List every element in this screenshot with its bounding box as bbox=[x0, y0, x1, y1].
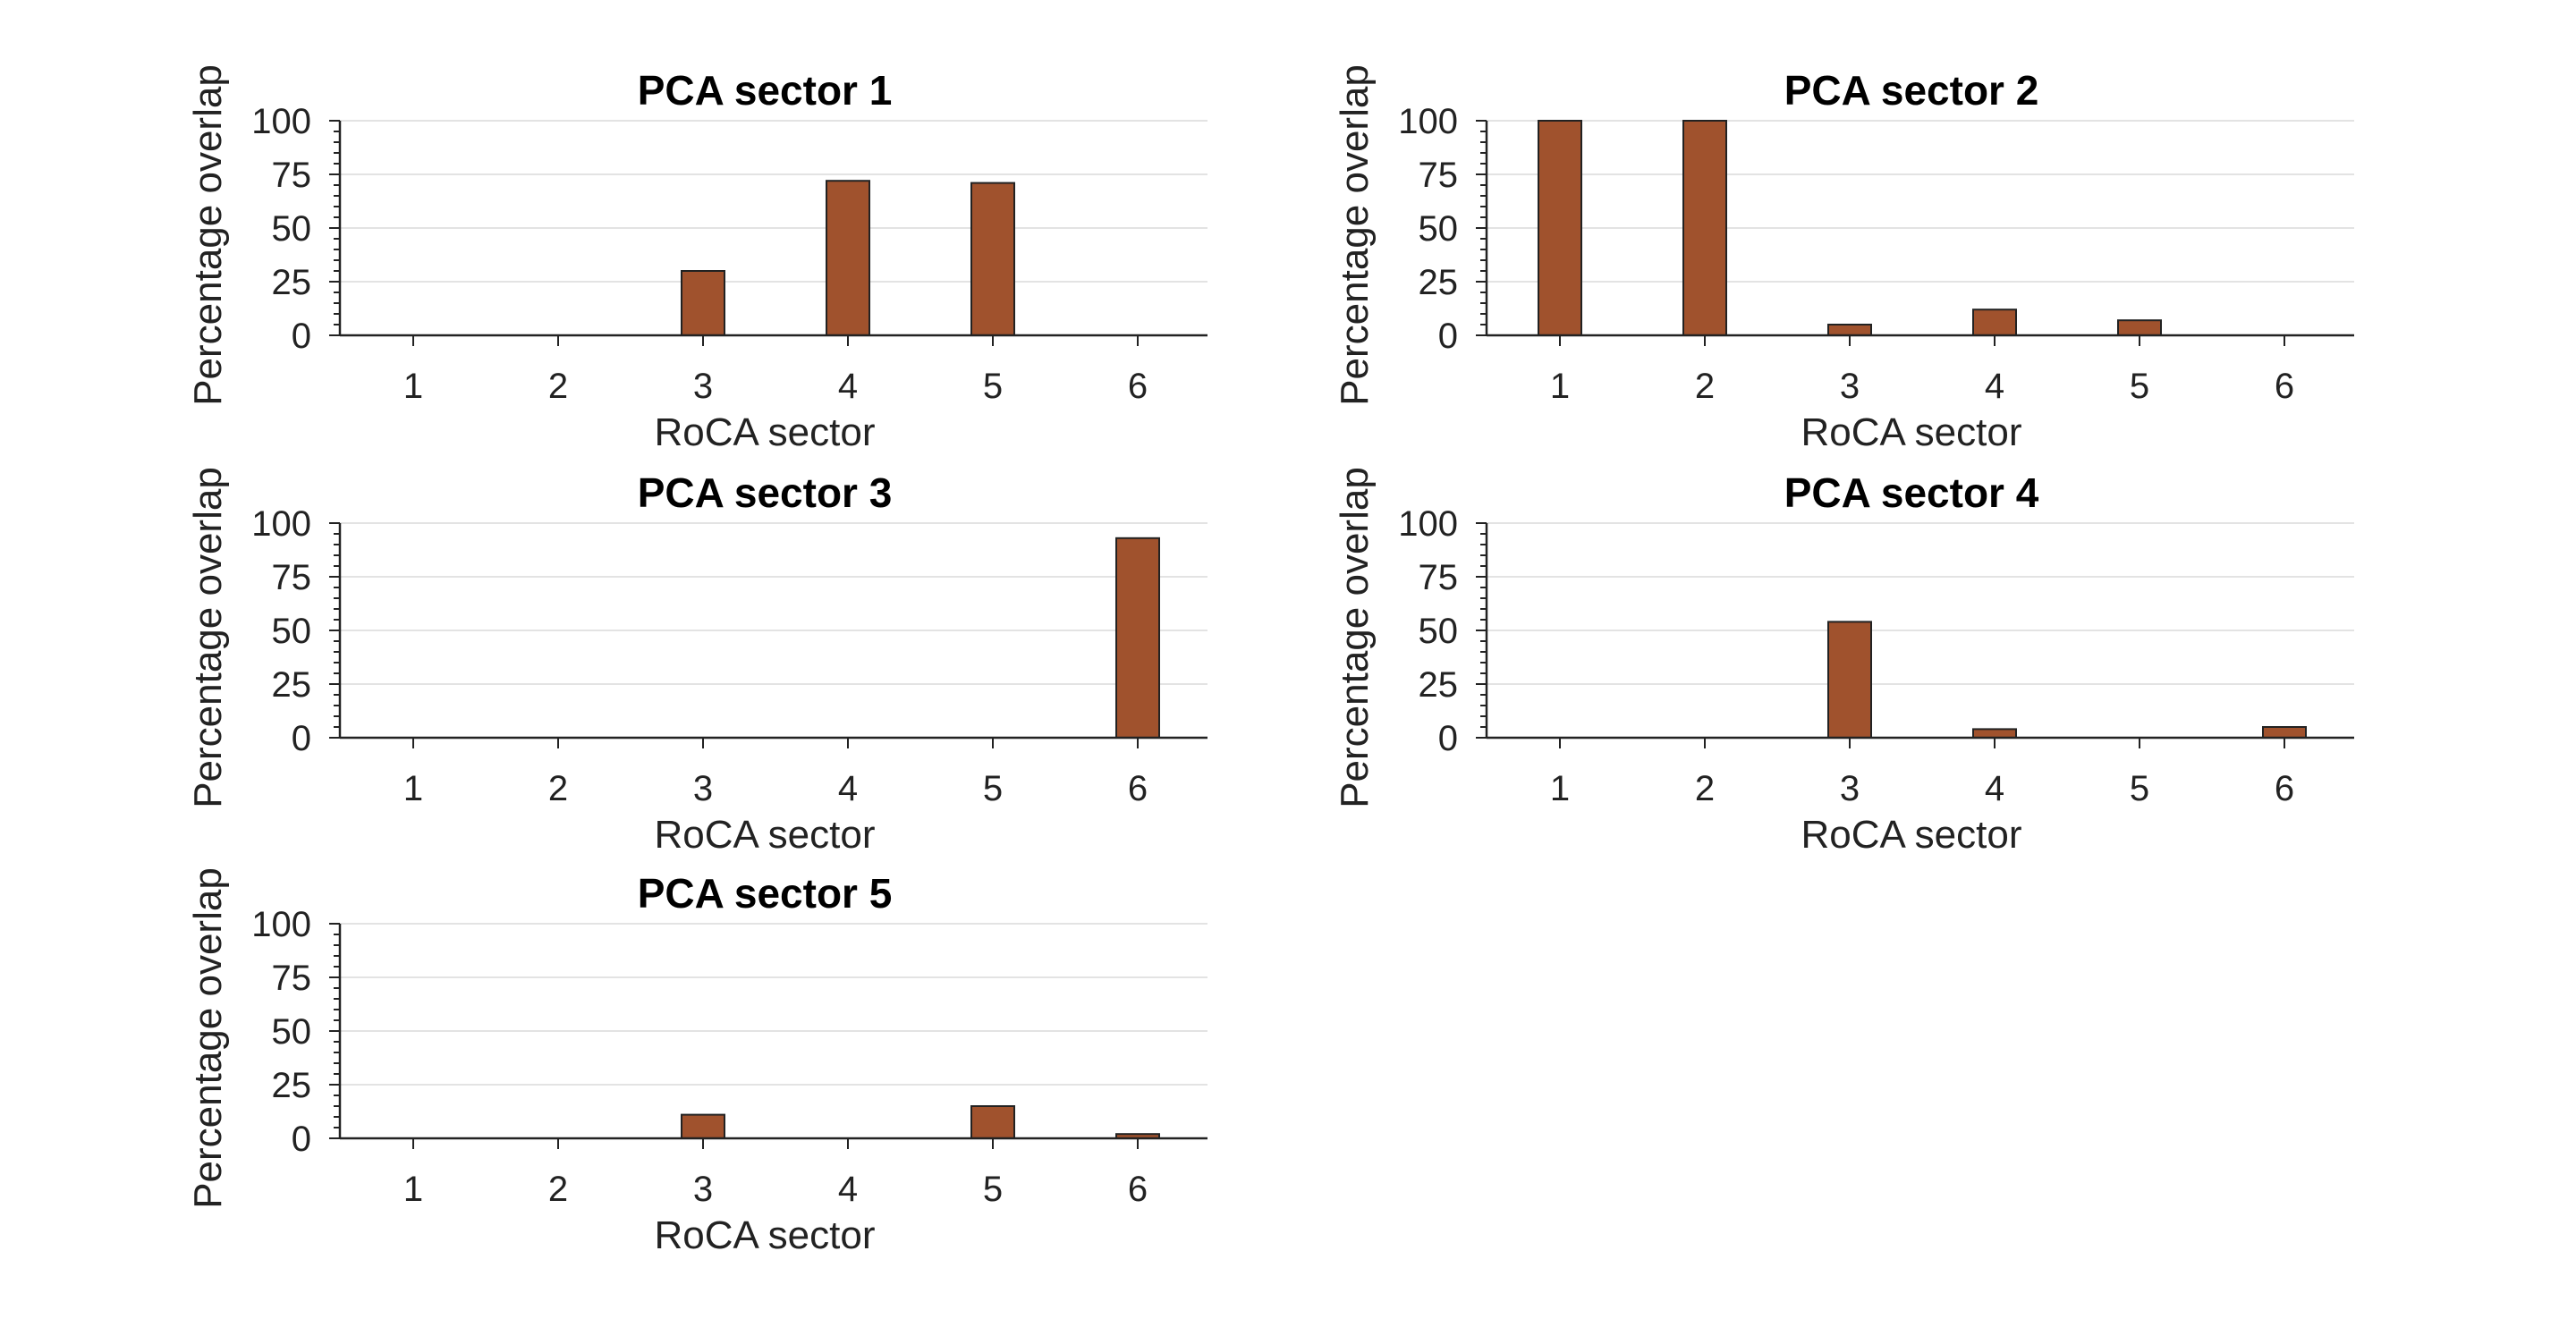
y-axis-title: Percentage overlap bbox=[186, 467, 230, 808]
y-tick-label: 50 bbox=[1419, 612, 1459, 651]
chart-panel-3: 1 2 3 4 5 6 0 25 50 75 100 PCA sector 3 RoCA sector P… bbox=[186, 467, 1208, 857]
x-tick-label: 6 bbox=[2275, 367, 2294, 406]
x-tick-label: 5 bbox=[983, 769, 1003, 808]
x-axis-title: RoCA sector bbox=[655, 1213, 876, 1257]
x-tick-label: 3 bbox=[693, 1170, 713, 1209]
y-tick-label: 100 bbox=[251, 905, 311, 944]
x-tick-label: 5 bbox=[2130, 769, 2149, 808]
y-tick-label: 50 bbox=[1419, 209, 1459, 249]
bar-4 bbox=[1972, 309, 2017, 337]
y-tick-label: 50 bbox=[272, 1012, 312, 1052]
x-tick-label: 4 bbox=[838, 769, 858, 808]
y-tick-label: 0 bbox=[1438, 719, 1458, 758]
y-tick-label: 100 bbox=[1398, 504, 1458, 544]
x-tick-label: 2 bbox=[1695, 769, 1715, 808]
y-tick-label: 100 bbox=[251, 102, 311, 141]
x-axis-title: RoCA sector bbox=[655, 410, 876, 454]
y-tick-label: 75 bbox=[1419, 558, 1459, 597]
chart-title: PCA sector 2 bbox=[1784, 67, 2039, 114]
y-tick-label: 75 bbox=[272, 959, 312, 998]
x-axis-title: RoCA sector bbox=[655, 813, 876, 857]
bar-4 bbox=[826, 180, 870, 336]
bar-4 bbox=[1972, 728, 2017, 740]
y-tick-label: 25 bbox=[272, 263, 312, 302]
y-tick-label: 0 bbox=[1438, 317, 1458, 356]
bar-2 bbox=[1682, 120, 1727, 336]
x-tick-label: 3 bbox=[1840, 769, 1860, 808]
x-tick-label: 2 bbox=[1695, 367, 1715, 406]
bar-6 bbox=[1115, 537, 1160, 739]
y-tick-label: 100 bbox=[1398, 102, 1458, 141]
bar-5 bbox=[970, 182, 1015, 336]
x-axis-title: RoCA sector bbox=[1801, 813, 2022, 857]
y-tick-label: 50 bbox=[272, 209, 312, 249]
chart-title: PCA sector 5 bbox=[638, 870, 893, 917]
y-tick-label: 100 bbox=[251, 504, 311, 544]
y-tick-label: 75 bbox=[1419, 156, 1459, 195]
chart-panel-2: 1 2 3 4 5 6 0 25 50 75 100 PCA sector 2 RoCA sector P… bbox=[1333, 64, 2354, 454]
y-tick-label: 25 bbox=[1419, 665, 1459, 705]
x-tick-label: 2 bbox=[548, 367, 568, 406]
x-tick-label: 4 bbox=[1985, 367, 2004, 406]
chart-title: PCA sector 3 bbox=[638, 469, 893, 516]
bar-5 bbox=[2117, 319, 2162, 337]
y-tick-label: 25 bbox=[272, 1066, 312, 1105]
x-tick-label: 6 bbox=[1128, 367, 1148, 406]
chart-panel-4: 1 2 3 4 5 6 0 25 50 75 100 PCA sector 4 RoCA sector P… bbox=[1333, 467, 2354, 857]
x-tick-label: 5 bbox=[983, 1170, 1003, 1209]
x-tick-label: 1 bbox=[403, 1170, 423, 1209]
y-axis-title: Percentage overlap bbox=[1333, 64, 1377, 406]
x-tick-label: 6 bbox=[1128, 1170, 1148, 1209]
chart-title: PCA sector 4 bbox=[1784, 469, 2039, 516]
y-tick-label: 75 bbox=[272, 558, 312, 597]
x-tick-label: 6 bbox=[1128, 769, 1148, 808]
y-tick-label: 50 bbox=[272, 612, 312, 651]
bar-1 bbox=[1538, 120, 1582, 336]
x-tick-label: 1 bbox=[1550, 769, 1570, 808]
y-axis-title: Percentage overlap bbox=[186, 64, 230, 406]
y-tick-label: 0 bbox=[292, 1120, 311, 1159]
bar-3 bbox=[681, 270, 725, 336]
y-tick-label: 75 bbox=[272, 156, 312, 195]
x-tick-label: 4 bbox=[838, 367, 858, 406]
bar-3 bbox=[1827, 621, 1872, 740]
chart-panel-1: 1 2 3 4 5 6 0 25 50 75 100 PCA sector 1 RoCA sector P… bbox=[186, 64, 1208, 454]
y-tick-label: 0 bbox=[292, 719, 311, 758]
bar-6 bbox=[2262, 726, 2307, 739]
x-tick-label: 1 bbox=[403, 769, 423, 808]
x-axis-title: RoCA sector bbox=[1801, 410, 2022, 454]
x-tick-label: 4 bbox=[838, 1170, 858, 1209]
bar-5 bbox=[970, 1105, 1015, 1139]
x-tick-label: 3 bbox=[693, 367, 713, 406]
chart-title: PCA sector 1 bbox=[638, 67, 893, 114]
y-axis-title: Percentage overlap bbox=[1333, 467, 1377, 808]
x-tick-label: 2 bbox=[548, 1170, 568, 1209]
bar-3 bbox=[1827, 324, 1872, 336]
x-tick-label: 3 bbox=[693, 769, 713, 808]
y-tick-label: 0 bbox=[292, 317, 311, 356]
x-tick-label: 1 bbox=[403, 367, 423, 406]
x-tick-label: 5 bbox=[983, 367, 1003, 406]
bar-3 bbox=[681, 1113, 725, 1139]
x-tick-label: 4 bbox=[1985, 769, 2004, 808]
chart-panel-5: 1 2 3 4 5 6 0 25 50 75 100 PCA sector 5 RoCA sector P… bbox=[186, 867, 1208, 1257]
x-tick-label: 3 bbox=[1840, 367, 1860, 406]
y-axis-title: Percentage overlap bbox=[186, 867, 230, 1209]
x-tick-label: 1 bbox=[1550, 367, 1570, 406]
x-tick-label: 2 bbox=[548, 769, 568, 808]
x-tick-label: 5 bbox=[2130, 367, 2149, 406]
y-tick-label: 25 bbox=[1419, 263, 1459, 302]
y-tick-label: 25 bbox=[272, 665, 312, 705]
x-tick-label: 6 bbox=[2275, 769, 2294, 808]
